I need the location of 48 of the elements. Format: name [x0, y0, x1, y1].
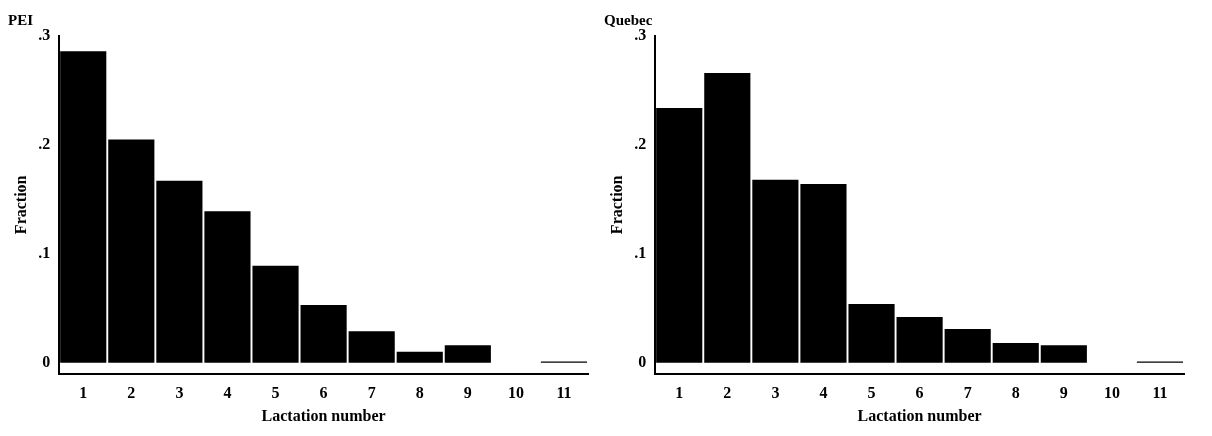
y-tick-label: 0	[42, 352, 51, 370]
x-tick-label: 1	[79, 384, 88, 402]
x-tick-label: 9	[1059, 384, 1068, 402]
x-tick-label: 1	[675, 384, 684, 402]
x-tick-label: 6	[319, 384, 328, 402]
bar	[396, 351, 443, 363]
y-axis-title: Fraction	[11, 175, 29, 235]
x-tick-label: 3	[175, 384, 184, 402]
x-tick-label: 8	[415, 384, 424, 402]
bar	[1040, 345, 1087, 363]
x-tick-label: 5	[867, 384, 876, 402]
chart-title: Quebec	[604, 11, 653, 28]
x-tick-label: 2	[723, 384, 732, 402]
bar	[108, 139, 155, 363]
y-axis-title: Fraction	[607, 175, 625, 235]
x-tick-label: 4	[223, 384, 232, 402]
y-tick-label: .2	[634, 135, 647, 153]
y-tick-label: .3	[634, 26, 647, 44]
x-tick-label: 11	[1152, 384, 1168, 402]
x-tick-label: 4	[819, 384, 828, 402]
x-tick-label: 9	[463, 384, 472, 402]
y-tick-label: .2	[38, 135, 51, 153]
bar	[896, 316, 943, 363]
y-tick-label: 0	[638, 352, 647, 370]
bar	[752, 179, 799, 363]
x-tick-label: 10	[1103, 384, 1120, 402]
y-tick-label: .1	[38, 243, 51, 261]
x-tick-label: 7	[963, 384, 972, 402]
bar	[444, 345, 491, 363]
bar	[944, 328, 991, 363]
bar	[992, 343, 1039, 363]
x-tick-label: 7	[367, 384, 376, 402]
y-tick-label: .3	[38, 26, 51, 44]
x-axis-title: Lactation number	[261, 406, 386, 424]
bar	[704, 73, 751, 363]
x-tick-label: 6	[915, 384, 924, 402]
bar	[348, 331, 395, 363]
x-tick-label: 5	[271, 384, 280, 402]
bar	[300, 304, 347, 363]
chart-title: PEI	[8, 11, 34, 28]
bar	[156, 180, 203, 363]
y-tick-label: .1	[634, 243, 647, 261]
x-tick-label: 11	[556, 384, 572, 402]
x-tick-label: 3	[771, 384, 780, 402]
x-axis-title: Lactation number	[857, 406, 982, 424]
x-tick-label: 2	[127, 384, 136, 402]
x-tick-label: 10	[507, 384, 524, 402]
x-tick-label: 8	[1011, 384, 1020, 402]
